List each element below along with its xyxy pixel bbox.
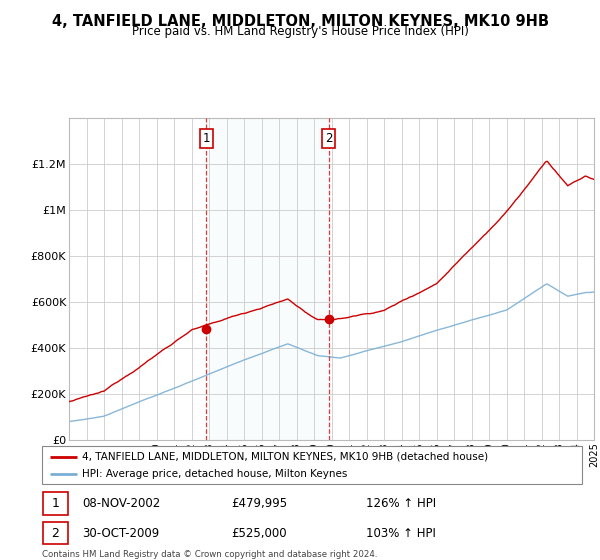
Text: 2: 2	[325, 132, 332, 145]
Text: 2: 2	[52, 526, 59, 540]
Text: HPI: Average price, detached house, Milton Keynes: HPI: Average price, detached house, Milt…	[83, 469, 348, 479]
Text: £525,000: £525,000	[231, 526, 287, 540]
Text: 4, TANFIELD LANE, MIDDLETON, MILTON KEYNES, MK10 9HB: 4, TANFIELD LANE, MIDDLETON, MILTON KEYN…	[52, 14, 548, 29]
Bar	[206, 118, 329, 440]
Text: Contains HM Land Registry data © Crown copyright and database right 2024.
This d: Contains HM Land Registry data © Crown c…	[42, 550, 377, 560]
Bar	[43, 522, 68, 544]
Text: 4, TANFIELD LANE, MIDDLETON, MILTON KEYNES, MK10 9HB (detached house): 4, TANFIELD LANE, MIDDLETON, MILTON KEYN…	[83, 451, 488, 461]
Text: 126% ↑ HPI: 126% ↑ HPI	[366, 497, 436, 510]
Text: 1: 1	[203, 132, 210, 145]
Text: Price paid vs. HM Land Registry's House Price Index (HPI): Price paid vs. HM Land Registry's House …	[131, 25, 469, 38]
Bar	[43, 492, 68, 515]
Text: 1: 1	[52, 497, 59, 510]
Text: £479,995: £479,995	[231, 497, 287, 510]
Text: 103% ↑ HPI: 103% ↑ HPI	[366, 526, 436, 540]
Text: 30-OCT-2009: 30-OCT-2009	[83, 526, 160, 540]
Text: 08-NOV-2002: 08-NOV-2002	[83, 497, 161, 510]
